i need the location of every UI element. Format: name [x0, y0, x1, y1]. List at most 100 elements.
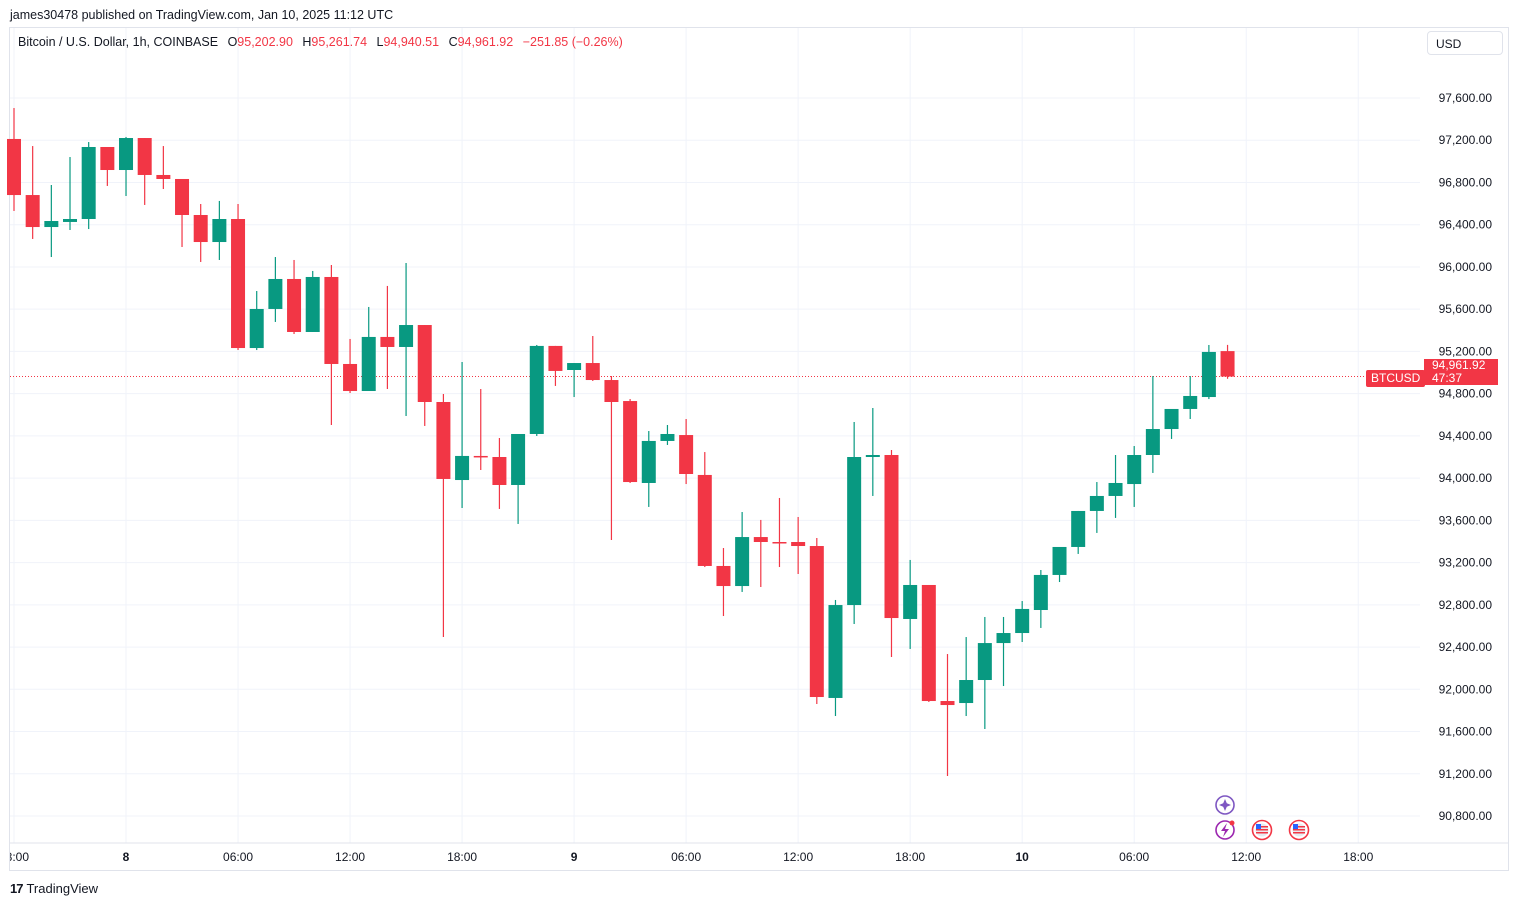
time-tick-label: 10 — [1016, 850, 1030, 864]
candle[interactable] — [585, 335, 600, 381]
candle-body — [847, 457, 862, 606]
candle[interactable] — [1127, 446, 1142, 507]
candle[interactable] — [809, 537, 824, 704]
candle[interactable] — [268, 257, 283, 322]
bar-countdown: 47:37 — [1432, 371, 1463, 385]
candle[interactable] — [492, 437, 507, 509]
time-tick-label: 06:00 — [671, 850, 701, 864]
candle[interactable] — [921, 584, 936, 702]
candle[interactable] — [287, 259, 302, 334]
candle[interactable] — [81, 142, 96, 230]
price-tick-label: 94,000.00 — [1439, 471, 1493, 485]
candle[interactable] — [361, 306, 376, 392]
candle[interactable] — [1183, 376, 1198, 419]
candle[interactable] — [1108, 454, 1123, 518]
candle-body — [455, 455, 470, 481]
candle-body — [641, 440, 656, 483]
tradingview-logo-icon[interactable]: 17 — [10, 881, 24, 896]
candle[interactable] — [100, 146, 115, 186]
candle-body — [921, 584, 936, 702]
candle-body — [175, 178, 190, 215]
candle[interactable] — [511, 433, 526, 524]
candle[interactable] — [623, 399, 638, 483]
candle[interactable] — [119, 136, 134, 196]
candle[interactable] — [1052, 546, 1067, 583]
candle[interactable] — [473, 389, 488, 470]
candle-body — [1145, 429, 1160, 455]
footer: 17 TradingView — [10, 881, 98, 896]
candle-body — [1127, 454, 1142, 485]
candle[interactable] — [529, 344, 544, 436]
candle[interactable] — [828, 599, 843, 717]
candle[interactable] — [343, 338, 358, 394]
currency-selector[interactable]: USD — [1427, 31, 1503, 55]
time-tick-label: 18:00 — [1343, 850, 1373, 864]
candle[interactable] — [865, 408, 880, 496]
price-tick-label: 90,800.00 — [1439, 809, 1493, 823]
candle[interactable] — [7, 108, 21, 211]
candle[interactable] — [567, 363, 582, 398]
candle[interactable] — [1071, 510, 1086, 554]
candle[interactable] — [25, 146, 40, 239]
candle-body — [1071, 510, 1086, 547]
candle-body — [436, 401, 451, 479]
candle[interactable] — [735, 512, 750, 592]
candle[interactable] — [231, 204, 246, 351]
candle-body — [212, 219, 227, 243]
candle[interactable] — [1145, 376, 1160, 473]
candle[interactable] — [417, 325, 432, 426]
candle[interactable] — [940, 654, 955, 776]
candle[interactable] — [1201, 344, 1216, 400]
sparkle-event-icon[interactable] — [1215, 795, 1235, 815]
us-flag-event-icon[interactable] — [1251, 819, 1273, 841]
candle[interactable] — [175, 178, 190, 247]
chart-legend: Bitcoin / U.S. Dollar, 1h, COINBASE O95,… — [18, 35, 623, 49]
us-flag-event-icon[interactable] — [1288, 819, 1310, 841]
candle[interactable] — [753, 519, 768, 587]
lightning-event-icon[interactable] — [1215, 820, 1235, 840]
candle[interactable] — [660, 425, 675, 445]
candle[interactable] — [137, 138, 152, 205]
candle[interactable] — [212, 200, 227, 260]
candle[interactable] — [903, 559, 918, 649]
candle[interactable] — [1164, 408, 1179, 439]
candle[interactable] — [193, 204, 208, 262]
candle[interactable] — [1033, 569, 1048, 628]
candle-body — [25, 195, 40, 228]
candle-body — [399, 325, 414, 347]
candle[interactable] — [305, 270, 320, 332]
candle-body — [231, 219, 246, 349]
candle[interactable] — [772, 497, 787, 568]
candle[interactable] — [63, 157, 78, 230]
candle[interactable] — [884, 450, 899, 657]
candle[interactable] — [996, 616, 1011, 687]
candle[interactable] — [1220, 344, 1235, 379]
candle[interactable] — [641, 431, 656, 507]
candle-body — [380, 336, 395, 347]
candle[interactable] — [1089, 482, 1104, 533]
candle[interactable] — [716, 548, 731, 617]
candle-body — [1089, 495, 1104, 511]
candle[interactable] — [959, 637, 974, 717]
candle[interactable] — [455, 361, 470, 509]
candle[interactable] — [697, 452, 712, 568]
candle[interactable] — [380, 285, 395, 390]
candle[interactable] — [249, 291, 264, 351]
candle[interactable] — [399, 263, 414, 417]
candle[interactable] — [156, 146, 171, 190]
candle[interactable] — [324, 265, 339, 426]
candle[interactable] — [847, 421, 862, 624]
candle[interactable] — [548, 345, 563, 386]
candle-body — [1220, 351, 1235, 377]
candle[interactable] — [436, 393, 451, 638]
candle[interactable] — [679, 418, 694, 485]
candle-body — [548, 345, 563, 371]
candle[interactable] — [604, 376, 619, 540]
candle-body — [735, 537, 750, 587]
candle[interactable] — [44, 185, 59, 258]
symbol-description[interactable]: Bitcoin / U.S. Dollar, 1h, COINBASE — [18, 35, 219, 49]
candle[interactable] — [977, 616, 992, 730]
candle[interactable] — [791, 516, 806, 574]
candle[interactable] — [1015, 601, 1030, 642]
